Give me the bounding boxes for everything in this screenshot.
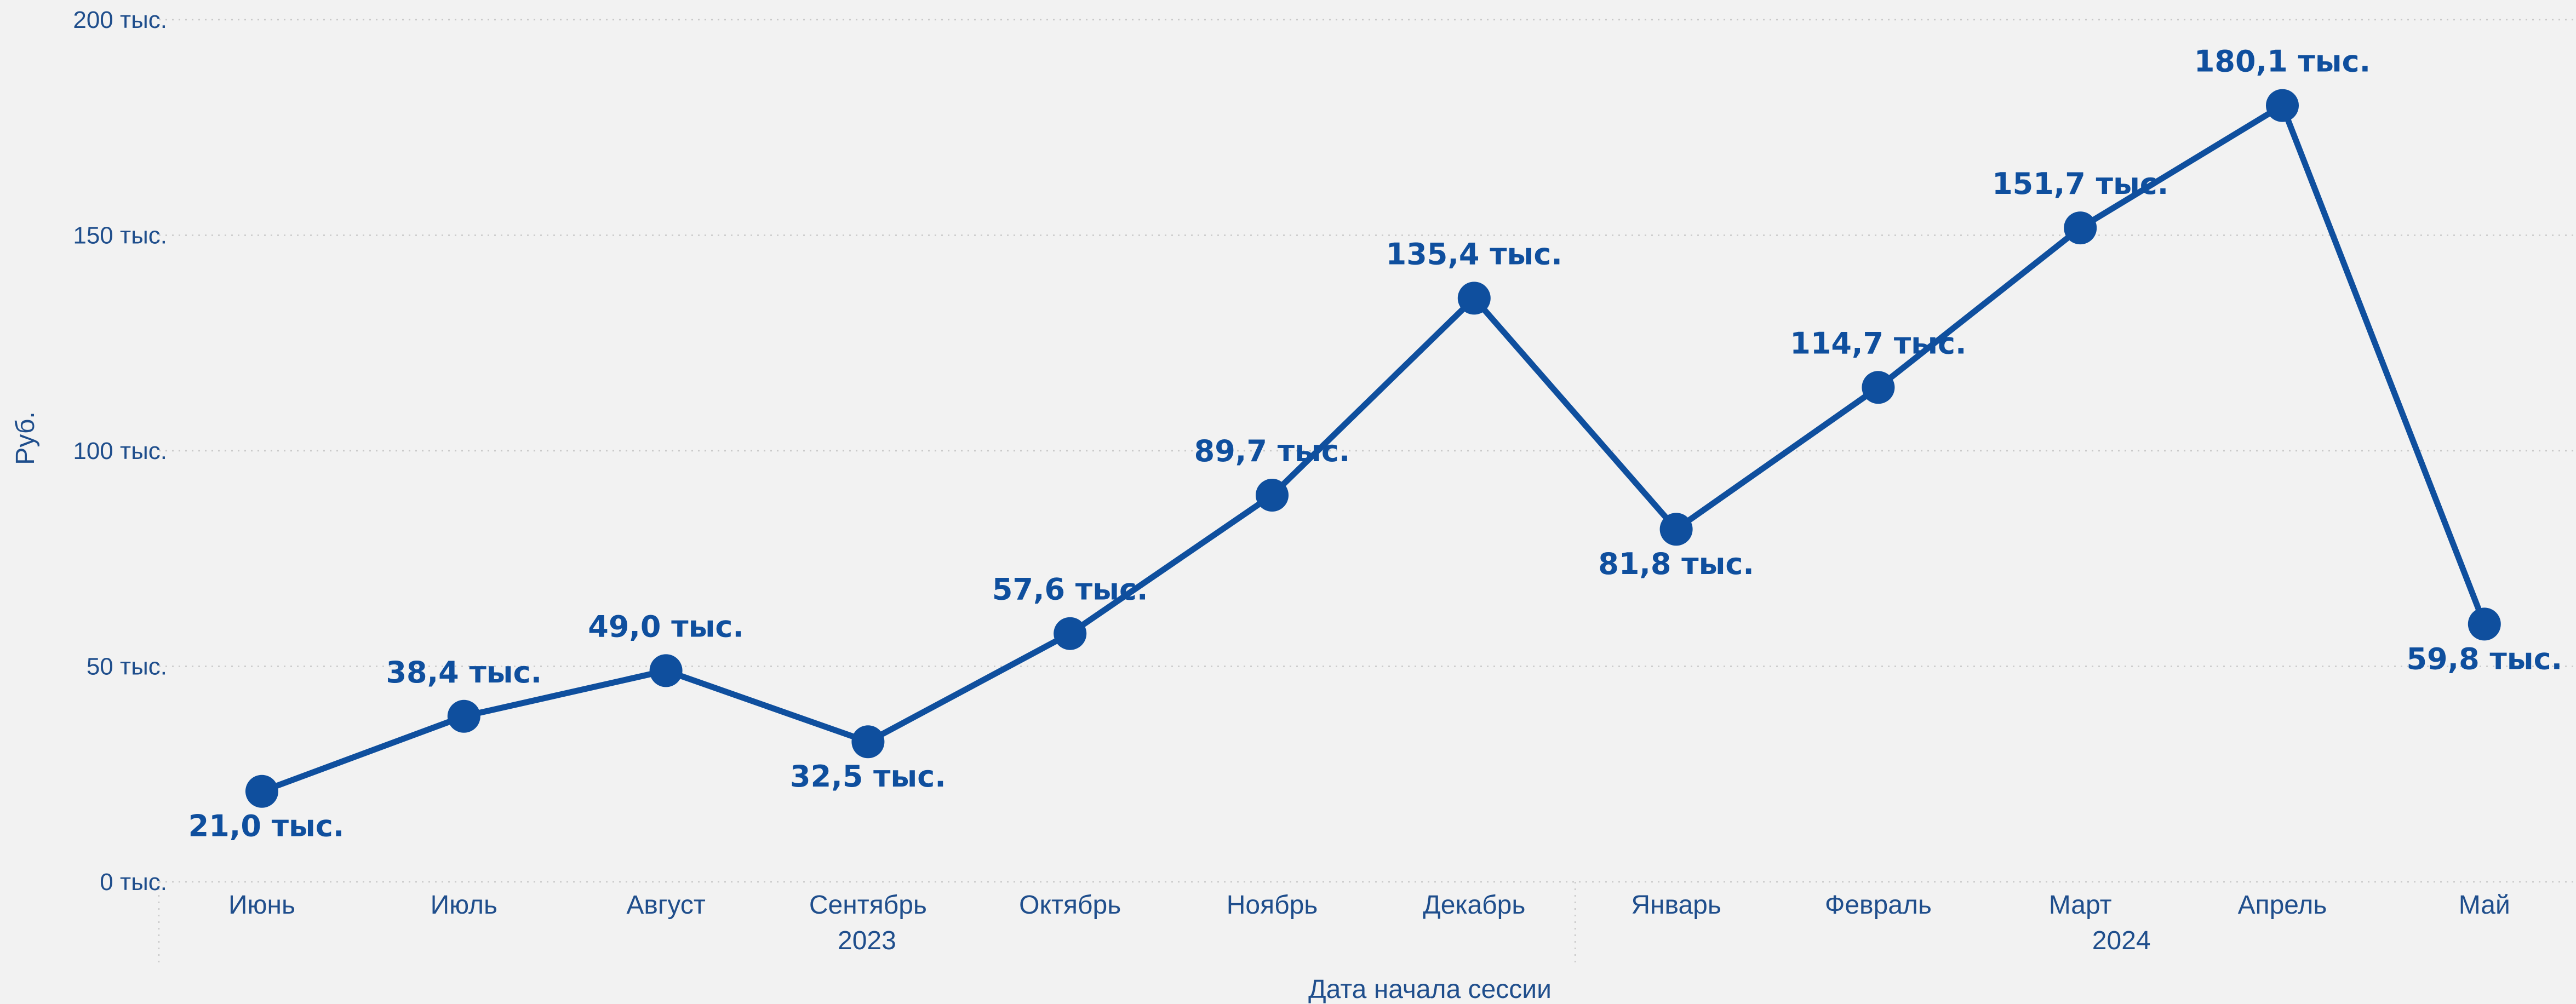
data-point [851, 725, 885, 759]
y-tick-label: 50 тыс. [87, 653, 167, 680]
data-label: 59,8 тыс. [2406, 641, 2562, 676]
data-label: 180,1 тыс. [2194, 44, 2371, 79]
y-tick-label: 100 тыс. [73, 438, 167, 464]
x-tick-label: Февраль [1825, 891, 1932, 920]
data-point [1457, 282, 1491, 315]
data-label: 49,0 тыс. [588, 609, 744, 644]
data-point [245, 774, 278, 808]
data-label: 21,0 тыс. [188, 809, 345, 844]
x-tick-label: Ноябрь [1227, 891, 1318, 920]
data-point [1862, 371, 1895, 404]
data-label: 114,7 тыс. [1790, 326, 1966, 360]
x-tick-label: Май [2459, 891, 2510, 920]
data-point [2064, 211, 2097, 245]
grid-layer [158, 19, 2576, 964]
series-layer [245, 89, 2501, 808]
data-point [1659, 513, 1693, 546]
year-label: 2023 [838, 926, 896, 955]
data-label: 89,7 тыс. [1194, 434, 1350, 468]
data-label: 57,6 тыс. [992, 572, 1148, 607]
y-tick-label: 0 тыс. [100, 869, 167, 896]
year-label: 2024 [2092, 926, 2151, 955]
x-tick-label: Декабрь [1423, 891, 1525, 920]
data-label: 38,4 тыс. [386, 655, 542, 690]
data-label: 32,5 тыс. [790, 759, 946, 794]
x-tick-label: Октябрь [1019, 891, 1121, 920]
y-axis-title: Руб. [11, 411, 40, 464]
data-label: 151,7 тыс. [1992, 167, 2168, 201]
data-point [649, 654, 683, 687]
data-point [447, 699, 480, 733]
data-point [1256, 479, 1289, 512]
series-line [259, 102, 2488, 795]
x-tick-label: Сентябрь [809, 891, 927, 920]
x-tick-label: Июнь [228, 891, 295, 920]
y-axis: 0 тыс. 50 тыс. 100 тыс. 150 тыс. 200 тыс. [73, 7, 167, 896]
y-tick-label: 150 тыс. [73, 222, 167, 249]
y-tick-label: 200 тыс. [73, 7, 167, 33]
data-point [2266, 89, 2299, 122]
x-tick-label: Март [2049, 891, 2112, 920]
x-tick-label: Июль [431, 891, 497, 920]
x-axis-title: Дата начала сессии [1308, 975, 1552, 1004]
data-labels: 21,0 тыс. 38,4 тыс. 49,0 тыс. 32,5 тыс. 57,6… [188, 44, 2562, 844]
data-point [2468, 607, 2501, 641]
data-label: 81,8 тыс. [1598, 547, 1754, 581]
x-tick-label: Январь [1631, 891, 1721, 920]
x-axis: Июнь Июль Август Сентябрь Октябрь Ноябрь Декаб… [228, 891, 2510, 955]
data-label: 135,4 тыс. [1386, 237, 1562, 271]
data-point [1054, 617, 1087, 650]
x-tick-label: Апрель [2238, 891, 2327, 920]
x-tick-label: Август [626, 891, 705, 920]
